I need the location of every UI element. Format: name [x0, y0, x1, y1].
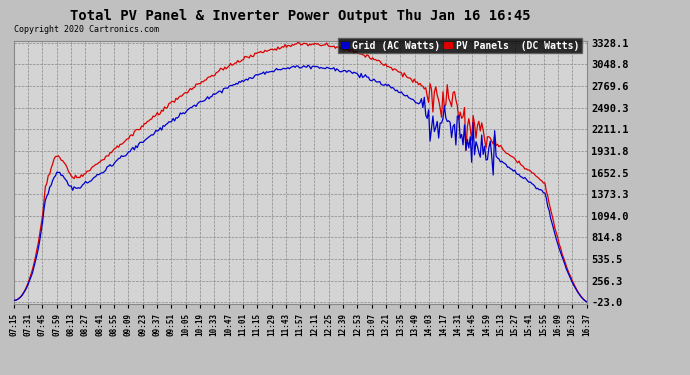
Text: Copyright 2020 Cartronics.com: Copyright 2020 Cartronics.com [14, 25, 159, 34]
Legend: Grid (AC Watts), PV Panels  (DC Watts): Grid (AC Watts), PV Panels (DC Watts) [338, 38, 582, 53]
Text: Total PV Panel & Inverter Power Output Thu Jan 16 16:45: Total PV Panel & Inverter Power Output T… [70, 9, 531, 23]
